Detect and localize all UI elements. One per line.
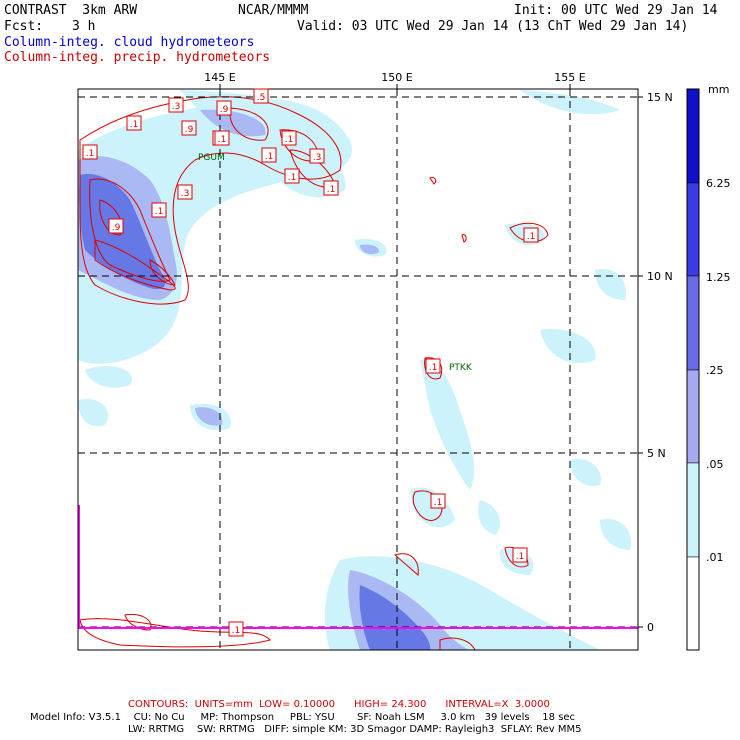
colorbar-label-6-25: 6.25 [706,177,731,190]
field-cloud-label: Column-integ. cloud hydrometeors [4,35,255,50]
contour-label: .9 [108,218,124,234]
colorbar-unit: mm [708,83,729,96]
forecast-label: Fcst: [4,19,44,34]
colorbar-label-0-25: .25 [706,364,724,377]
valid-time: Valid: 03 UTC Wed 29 Jan 14 (13 ChT Wed … [297,19,689,34]
lat-label-10n: 10 N [647,270,673,283]
svg-text:.9: .9 [185,125,194,135]
colorbar-label-0-01: .01 [706,551,724,564]
contour-label: .3 [177,184,193,200]
svg-text:.3: .3 [181,189,190,199]
svg-text:.1: .1 [327,185,336,195]
contour-label: .1 [82,144,98,160]
svg-text:.1: .1 [434,498,443,508]
svg-text:.1: .1 [130,120,139,130]
contour-label: .1 [430,493,446,509]
colorbar-segment [686,275,700,371]
contour-label: .3 [309,148,325,164]
svg-text:.1: .1 [527,232,536,242]
init-time: Init: 00 UTC Wed 29 Jan 14 [514,3,718,18]
svg-text:.9: .9 [220,105,229,115]
contour-label: .1 [323,180,339,196]
model-info-line1: Model Info: V3.5.1 CU: No Cu MP: Thompso… [30,712,576,723]
lon-label-150: 150 E [381,71,412,84]
svg-text:.1: .1 [516,552,525,562]
lat-label-0: 0 [647,621,654,634]
model-info-line2: LW: RRTMG SW: RRTMG DIFF: simple KM: 3D … [128,724,582,735]
contour-label: .1 [151,202,167,218]
field-precip-label: Column-integ. precip. hydrometeors [4,50,271,65]
domain-boundary [78,505,638,629]
colorbar-segment [686,369,700,464]
svg-text:.1: .1 [285,135,294,145]
contour-label: .1 [425,358,441,374]
contours-info: CONTOURS: UNITS=mm LOW= 0.10000 HIGH= 24… [128,699,550,710]
contour-label: .1 [228,621,244,637]
model-title: CONTRAST 3km ARW [4,3,138,18]
precip-contours [79,96,549,650]
svg-text:.1: .1 [429,363,438,373]
svg-text:.5: .5 [257,93,266,103]
svg-text:.1: .1 [232,626,241,636]
contour-label: .1 [281,130,297,146]
svg-text:.9: .9 [112,223,121,233]
contour-label: .1 [284,168,300,184]
contour-label: .1 [261,147,277,163]
svg-text:.1: .1 [86,149,95,159]
svg-text:.1: .1 [218,135,227,145]
svg-text:.3: .3 [313,153,322,163]
svg-text:.1: .1 [265,152,274,162]
contour-label: .1 [126,115,142,131]
svg-text:.1: .1 [155,207,164,217]
lon-label-145: 145 E [204,71,235,84]
lat-label-5n: 5 N [647,447,666,460]
contour-label: .9 [216,100,232,116]
colorbar: mm 6.25 1.25 .25 .05 .01 [686,83,731,651]
contour-label: .5 [253,88,269,104]
colorbar-segment [686,182,700,277]
contour-label: .3 [168,97,184,113]
colorbar-segment [686,88,700,184]
map-frame [77,88,639,651]
svg-text:.1: .1 [288,173,297,183]
colorbar-label-1-25: 1.25 [706,271,731,284]
station-ptkk: PTKK [449,363,473,373]
station-pgum: PGUM [198,153,225,163]
contour-label: .1 [523,227,539,243]
colorbar-segment [686,556,700,651]
center-name: NCAR/MMMM [238,3,309,18]
colorbar-label-0-05: .05 [706,458,724,471]
svg-text:.3: .3 [172,102,181,112]
contour-labels: .3.9.5.1.1.9.3.1.1.3.1.1.1.9.3.1.1.1.1.1… [82,88,539,637]
contour-label: .1 [512,547,528,563]
contour-label: .1 [214,130,230,146]
contour-label: .9 [181,120,197,136]
forecast-value: 3 h [72,19,96,34]
lon-label-155: 155 E [554,71,585,84]
lat-label-15n: 15 N [647,91,673,104]
colorbar-segment [686,462,700,558]
